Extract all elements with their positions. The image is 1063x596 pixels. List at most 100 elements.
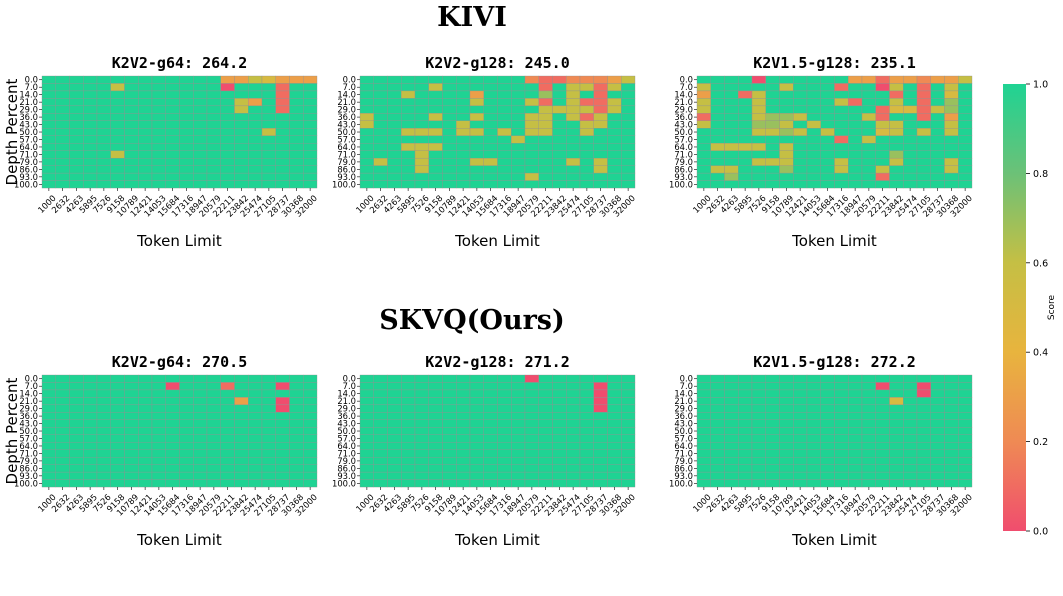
heatmap-cell: [206, 479, 221, 488]
heatmap-cell: [110, 404, 125, 413]
heatmap-cell: [779, 143, 794, 151]
heatmap-cell: [442, 442, 457, 450]
heatmap-cell: [958, 143, 973, 151]
heatmap-cell: [834, 83, 849, 92]
heatmap-cell: [83, 427, 98, 435]
heatmap-cell: [165, 449, 180, 458]
heatmap-cell: [593, 404, 608, 413]
heatmap-cell: [848, 157, 863, 166]
heatmap-cell: [724, 128, 739, 136]
heatmap-cell: [793, 374, 808, 383]
heatmap-cell: [206, 427, 221, 435]
heatmap-cell: [903, 113, 918, 121]
heatmap-cell: [469, 143, 484, 151]
heatmap-cell: [387, 464, 402, 473]
heatmap-cell: [387, 98, 402, 107]
heatmap-cell: [793, 397, 808, 406]
heatmap-cell: [779, 479, 794, 488]
heatmap-cell: [538, 427, 553, 435]
heatmap-cell: [889, 90, 904, 99]
heatmap-cell: [751, 165, 766, 174]
y-tick-label: 100.0: [332, 478, 356, 488]
heatmap-cell: [889, 382, 904, 391]
heatmap-cell: [151, 464, 166, 473]
heatmap-cell: [779, 434, 794, 443]
heatmap-cell: [151, 83, 166, 92]
heatmap-cell: [889, 143, 904, 151]
y-tick-label: 100.0: [669, 179, 693, 189]
heatmap-cell: [848, 404, 863, 413]
heatmap-cell: [621, 98, 636, 107]
heatmap-cell: [387, 105, 402, 114]
heatmap-cell: [511, 135, 526, 144]
heatmap-cell: [234, 83, 249, 92]
heatmap-cell: [442, 404, 457, 413]
y-tick-label: 79.0: [19, 157, 38, 167]
heatmap-cell: [401, 75, 416, 84]
heatmap-cell: [193, 157, 208, 166]
heatmap-cell: [110, 90, 125, 99]
heatmap-cell: [96, 412, 111, 420]
heatmap-cell: [387, 471, 402, 480]
heatmap-cell: [524, 397, 539, 406]
heatmap-cell: [710, 75, 725, 84]
heatmap-cell: [96, 150, 111, 159]
heatmap-cell: [511, 157, 526, 166]
heatmap-cell: [806, 165, 821, 174]
heatmap-cell: [69, 419, 84, 428]
heatmap-cell: [234, 412, 249, 420]
x-axis-label: Token Limit: [454, 531, 540, 549]
heatmap-cell: [387, 479, 402, 488]
heatmap-cell: [848, 150, 863, 159]
heatmap-cell: [820, 157, 835, 166]
heatmap-cell: [696, 180, 711, 189]
heatmap-cell: [779, 404, 794, 413]
heatmap-cell: [524, 113, 539, 121]
heatmap-cell: [861, 135, 876, 144]
heatmap-cell: [41, 105, 56, 114]
heatmap-cell: [303, 90, 318, 99]
heatmap-cell: [401, 165, 416, 174]
y-tick-label: 29.0: [674, 105, 693, 115]
heatmap-cell: [165, 382, 180, 391]
heatmap-cell: [359, 75, 374, 84]
heatmap-cell: [303, 427, 318, 435]
heatmap-cell: [69, 479, 84, 488]
heatmap-cell: [41, 479, 56, 488]
heatmap-cell: [456, 404, 471, 413]
heatmap-cell: [428, 180, 443, 189]
heatmap-cell: [820, 389, 835, 398]
heatmap-cell: [206, 382, 221, 391]
heatmap-cell: [552, 120, 567, 129]
heatmap-cell: [621, 172, 636, 181]
heatmap-cell: [83, 456, 98, 465]
heatmap-cell: [483, 165, 498, 174]
heatmap-cell: [696, 442, 711, 450]
heatmap-cell: [401, 105, 416, 114]
heatmap-cell: [96, 98, 111, 107]
heatmap-cell: [303, 471, 318, 480]
heatmap-cell: [710, 113, 725, 121]
heatmap-cell: [83, 382, 98, 391]
heatmap-cell: [456, 397, 471, 406]
heatmap-cell: [387, 83, 402, 92]
heatmap-cell: [469, 442, 484, 450]
heatmap-cell: [889, 389, 904, 398]
heatmap-cell: [428, 374, 443, 383]
heatmap-cell: [138, 412, 153, 420]
heatmap-cell: [497, 479, 512, 488]
heatmap-cell: [110, 135, 125, 144]
heatmap-cell: [428, 389, 443, 398]
heatmap-cell: [607, 404, 622, 413]
heatmap-cell: [193, 374, 208, 383]
heatmap-cell: [179, 90, 194, 99]
heatmap-cell: [724, 397, 739, 406]
heatmap-cell: [621, 120, 636, 129]
heatmap-cell: [765, 120, 780, 129]
heatmap-cell: [889, 434, 904, 443]
heatmap-cell: [593, 412, 608, 420]
heatmap-cell: [621, 479, 636, 488]
heatmap-cell: [607, 412, 622, 420]
heatmap-cell: [387, 442, 402, 450]
heatmap-cell: [303, 397, 318, 406]
